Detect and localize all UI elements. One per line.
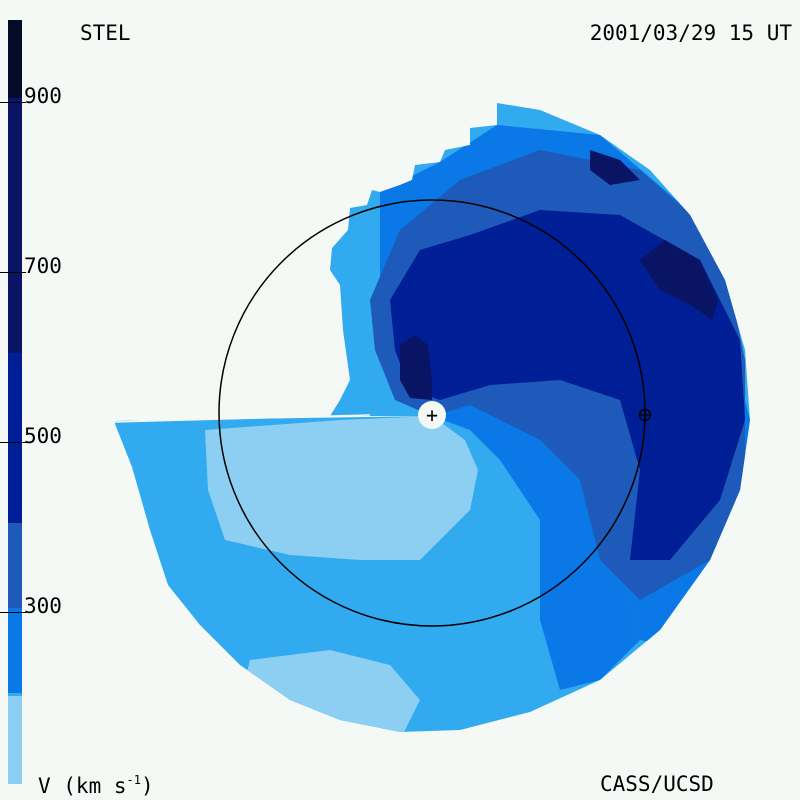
colorbar-segment	[8, 98, 22, 353]
colorbar-tick	[0, 272, 26, 273]
region-darker-edge	[640, 240, 718, 320]
instrument-label: STEL	[80, 21, 131, 45]
region-lightest-inner	[205, 416, 478, 560]
region-darker-core	[400, 335, 432, 400]
colorbar-segment	[8, 523, 22, 608]
colorbar-tick-label: 500	[24, 424, 62, 448]
colorbar-tick-label: 300	[24, 594, 62, 618]
colorbar-tick-label: 700	[24, 254, 62, 278]
credit-label: CASS/UCSD	[600, 772, 714, 796]
colorbar-tick	[0, 102, 26, 103]
sun-marker	[418, 401, 446, 429]
units-suffix: )	[140, 774, 154, 798]
colorbar-segment	[8, 353, 22, 523]
colorbar-segment	[8, 608, 22, 693]
velocity-field	[115, 103, 750, 732]
region-dark	[390, 210, 745, 560]
colorbar-segment	[8, 693, 22, 696]
colorbar-tick	[0, 612, 26, 613]
colorbar-segment	[8, 20, 22, 98]
colorbar-segment	[8, 696, 22, 784]
colorbar-tick	[0, 442, 26, 443]
sun-symbol: +	[426, 403, 438, 427]
units-exponent: -1	[126, 773, 141, 787]
timestamp-label: 2001/03/29 15 UT	[589, 21, 792, 45]
units-label: V (km s-1)	[38, 774, 154, 797]
colorbar-tick-label: 900	[24, 84, 62, 108]
artifact-line	[114, 414, 371, 423]
velocity-colorbar	[8, 20, 22, 784]
region-darker-top	[590, 150, 640, 185]
units-prefix: V (km s	[38, 774, 127, 798]
region-mid	[432, 410, 640, 690]
